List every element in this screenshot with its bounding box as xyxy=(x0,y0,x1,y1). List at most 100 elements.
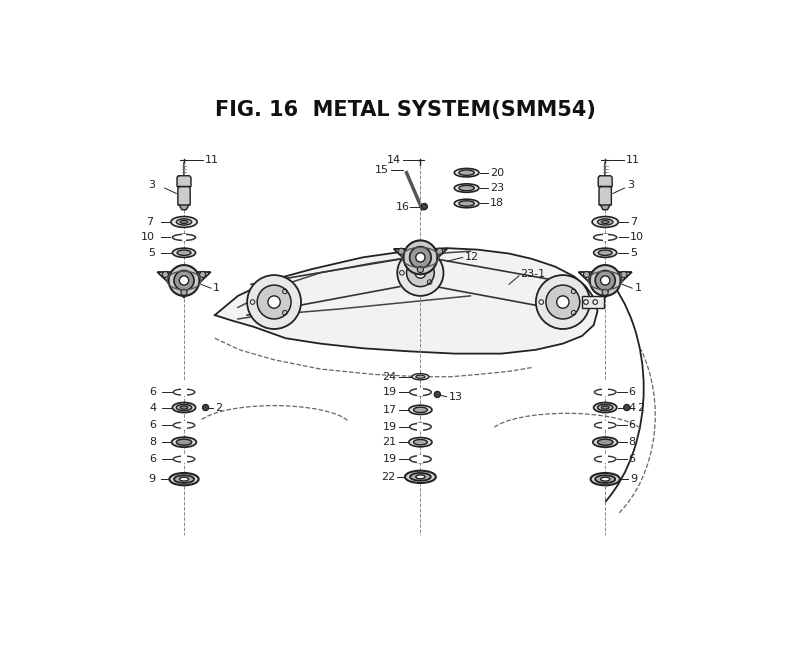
Circle shape xyxy=(536,275,590,329)
Circle shape xyxy=(600,276,610,285)
Text: 17: 17 xyxy=(383,405,396,415)
Ellipse shape xyxy=(172,403,195,413)
Polygon shape xyxy=(215,248,597,354)
Ellipse shape xyxy=(172,248,195,258)
Ellipse shape xyxy=(593,437,618,447)
Text: 7: 7 xyxy=(630,217,637,227)
Circle shape xyxy=(623,405,630,411)
Bar xyxy=(418,456,423,463)
Circle shape xyxy=(398,248,404,254)
Bar xyxy=(582,296,604,308)
Ellipse shape xyxy=(409,438,432,447)
Text: 3: 3 xyxy=(148,180,155,190)
Text: 23-1: 23-1 xyxy=(520,270,546,280)
Ellipse shape xyxy=(416,375,425,378)
Ellipse shape xyxy=(594,248,617,258)
Bar xyxy=(603,233,607,242)
Text: 7: 7 xyxy=(146,217,153,227)
Ellipse shape xyxy=(601,220,609,223)
Ellipse shape xyxy=(180,406,188,409)
Circle shape xyxy=(202,405,209,411)
Polygon shape xyxy=(600,205,610,209)
Text: 19: 19 xyxy=(383,387,396,397)
Polygon shape xyxy=(394,249,447,274)
Ellipse shape xyxy=(416,475,425,479)
Text: 4: 4 xyxy=(149,403,157,413)
Circle shape xyxy=(593,300,597,304)
Bar xyxy=(181,388,187,396)
Bar xyxy=(418,388,423,396)
Circle shape xyxy=(546,285,580,319)
Text: 9: 9 xyxy=(148,474,155,484)
Text: 2: 2 xyxy=(637,403,644,413)
Circle shape xyxy=(584,300,589,304)
Text: 3: 3 xyxy=(626,180,634,190)
Polygon shape xyxy=(178,187,190,205)
Bar xyxy=(181,456,187,463)
Polygon shape xyxy=(599,187,611,205)
Ellipse shape xyxy=(169,473,199,485)
Ellipse shape xyxy=(174,475,194,483)
Text: 6: 6 xyxy=(628,454,635,464)
Text: 5: 5 xyxy=(148,248,155,258)
Text: 13: 13 xyxy=(449,392,463,402)
Text: 1: 1 xyxy=(214,283,220,293)
Text: 6: 6 xyxy=(628,420,635,430)
Circle shape xyxy=(247,275,301,329)
Ellipse shape xyxy=(176,405,191,411)
Text: 19: 19 xyxy=(383,454,396,464)
Text: FIG. 16  METAL SYSTEM(SMM54): FIG. 16 METAL SYSTEM(SMM54) xyxy=(214,100,596,120)
Circle shape xyxy=(602,289,608,296)
Circle shape xyxy=(595,270,615,290)
Circle shape xyxy=(557,296,569,308)
Ellipse shape xyxy=(598,250,612,256)
Bar xyxy=(602,388,608,396)
Circle shape xyxy=(437,248,443,254)
Polygon shape xyxy=(598,176,612,187)
Ellipse shape xyxy=(597,219,613,225)
Polygon shape xyxy=(157,272,210,298)
Polygon shape xyxy=(180,205,188,209)
Circle shape xyxy=(162,272,168,278)
Bar xyxy=(418,423,423,431)
Circle shape xyxy=(415,268,426,278)
Circle shape xyxy=(434,391,441,397)
Bar xyxy=(602,421,608,429)
Ellipse shape xyxy=(410,473,431,481)
Ellipse shape xyxy=(454,184,479,192)
Text: 19: 19 xyxy=(383,421,396,432)
Circle shape xyxy=(174,270,194,290)
Circle shape xyxy=(590,265,621,296)
Text: 23: 23 xyxy=(490,183,504,193)
Bar xyxy=(182,233,187,242)
Text: 6: 6 xyxy=(149,387,157,397)
Circle shape xyxy=(418,266,423,273)
Text: 6: 6 xyxy=(149,454,157,464)
Text: 15: 15 xyxy=(375,165,389,175)
Text: 20: 20 xyxy=(490,168,504,178)
Circle shape xyxy=(257,285,291,319)
Text: 16: 16 xyxy=(396,201,410,211)
Ellipse shape xyxy=(594,403,617,413)
Circle shape xyxy=(421,203,427,209)
Ellipse shape xyxy=(597,405,613,411)
Text: 14: 14 xyxy=(386,155,400,165)
Ellipse shape xyxy=(601,406,609,409)
Text: 22: 22 xyxy=(381,472,396,482)
Text: 8: 8 xyxy=(628,437,635,447)
Polygon shape xyxy=(177,176,191,187)
Ellipse shape xyxy=(412,374,429,380)
Text: 24: 24 xyxy=(383,372,397,382)
Ellipse shape xyxy=(454,199,479,207)
Ellipse shape xyxy=(459,185,475,191)
Circle shape xyxy=(397,250,444,296)
Circle shape xyxy=(181,289,187,296)
Ellipse shape xyxy=(592,217,619,227)
Text: 5: 5 xyxy=(630,248,637,258)
Text: 8: 8 xyxy=(149,437,157,447)
Bar xyxy=(602,456,608,463)
Ellipse shape xyxy=(176,439,191,446)
Text: 10: 10 xyxy=(630,232,644,242)
Text: 18: 18 xyxy=(490,199,504,209)
Circle shape xyxy=(584,272,589,278)
